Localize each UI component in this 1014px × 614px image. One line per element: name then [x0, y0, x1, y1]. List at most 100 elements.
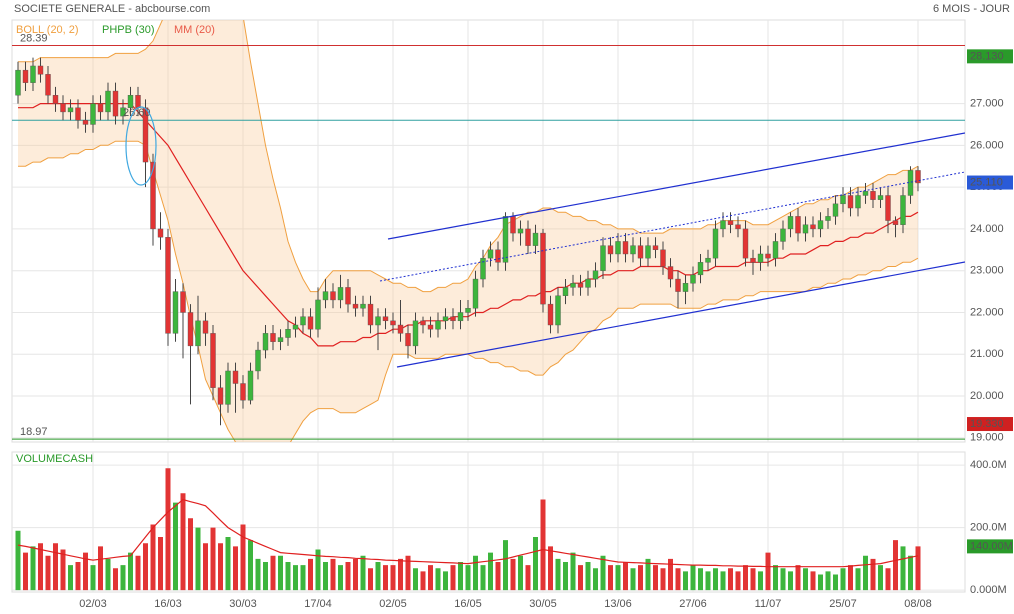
volume-bar: [210, 527, 216, 591]
volume-bar: [98, 546, 103, 591]
channel-mid: [379, 171, 965, 282]
candle-body: [345, 287, 351, 305]
candle-body: [510, 216, 516, 234]
volume-plot: [15, 468, 921, 591]
legend-phpb: PHPB (30): [102, 24, 155, 36]
volume-bar: [23, 552, 28, 591]
volume-bar: [113, 568, 118, 591]
candle-body: [202, 320, 209, 334]
volume-bar: [518, 555, 523, 591]
candle-body: [450, 316, 456, 322]
candle-body: [120, 107, 126, 117]
annotations: [125, 106, 965, 368]
volume-bar: [383, 565, 388, 591]
candle-body: [847, 195, 854, 209]
channel-lower: [396, 261, 965, 368]
reference-label: 28.39: [20, 32, 48, 44]
volume-bar: [68, 565, 73, 591]
volume-bar: [795, 565, 801, 591]
candle-body: [225, 370, 231, 405]
candle-body: [262, 333, 269, 351]
candle-body: [60, 103, 66, 113]
volume-bar: [480, 565, 486, 591]
volume-bar: [608, 565, 613, 591]
candle-body: [720, 220, 726, 230]
volume-bar: [510, 558, 516, 591]
volume-bar: [158, 537, 163, 591]
volume-bar: [660, 568, 666, 591]
volume-bar: [75, 562, 81, 591]
volume-bar: [855, 568, 861, 591]
candle-body: [285, 328, 291, 338]
candle-body: [615, 241, 621, 255]
candle-body: [22, 69, 29, 83]
volume-bar: [315, 549, 321, 591]
volume-bar: [833, 574, 838, 591]
volume-bar: [360, 555, 366, 591]
candle-body: [555, 295, 561, 326]
volume-bar: [443, 571, 448, 591]
candle-body: [742, 228, 749, 259]
candle-body: [810, 224, 816, 230]
candle-body: [802, 224, 809, 234]
volume-bar: [638, 565, 643, 591]
candle-body: [472, 278, 479, 309]
volume-box-label: 140.00M: [970, 540, 1013, 552]
candle-body: [52, 95, 59, 104]
candle-body: [517, 228, 524, 234]
x-tick-label: 16/05: [454, 598, 482, 610]
volume-bar: [600, 555, 606, 591]
axes: 02/03 16/03 30/03 17/04 02/05 16/05 30/05 13/06…: [20, 32, 1013, 610]
price-box-label: 25.110: [970, 176, 1003, 188]
volume-bar: [233, 546, 238, 591]
candle-body: [300, 316, 306, 326]
volume-bar: [750, 568, 756, 591]
candle-body: [15, 69, 21, 96]
candle-body: [255, 349, 261, 372]
candle-body: [667, 266, 674, 280]
candle-body: [600, 245, 606, 271]
volume-bar: [765, 552, 771, 591]
candle-body: [382, 316, 389, 322]
y-tick-label: 19.000: [970, 432, 1004, 444]
candle-body: [217, 387, 224, 405]
volume-bar: [863, 555, 868, 591]
candle-body: [360, 303, 366, 309]
volume-bar: [308, 558, 313, 591]
volume-bar: [720, 571, 726, 591]
volume-bar: [428, 565, 433, 591]
volume-bar: [203, 543, 208, 591]
x-tick-label: 02/05: [379, 598, 407, 610]
volume-bar: [878, 565, 883, 591]
candle-body: [750, 257, 756, 263]
candle-body: [630, 245, 636, 255]
volume-bar: [690, 565, 696, 591]
candle-body: [570, 283, 576, 288]
volume-bar: [900, 546, 906, 591]
volume-bar: [630, 568, 636, 591]
candle-body: [892, 220, 899, 225]
volume-bar: [128, 552, 133, 591]
x-tick-label: 16/03: [154, 598, 182, 610]
volume-box: [967, 539, 1013, 554]
volume-bar: [30, 546, 36, 591]
reference-label: 18.97: [20, 426, 48, 438]
x-tick-label: 08/08: [904, 598, 932, 610]
candle-body: [37, 65, 44, 75]
volume-bar: [105, 558, 111, 591]
candle-body: [487, 249, 494, 259]
volume-bar: [143, 543, 148, 591]
candle-body: [307, 316, 314, 330]
volume-ma: [17, 498, 919, 568]
candle-body: [397, 324, 404, 334]
candle-body: [607, 245, 614, 255]
volume-bar: [465, 565, 471, 591]
candle-body: [465, 308, 471, 313]
candle-body: [427, 324, 434, 330]
volume-bar: [353, 558, 358, 591]
candle-body: [442, 316, 449, 322]
candle-body: [540, 232, 546, 305]
volume-bar: [728, 568, 733, 591]
volume-bar: [803, 568, 808, 591]
candle-body: [877, 195, 884, 200]
